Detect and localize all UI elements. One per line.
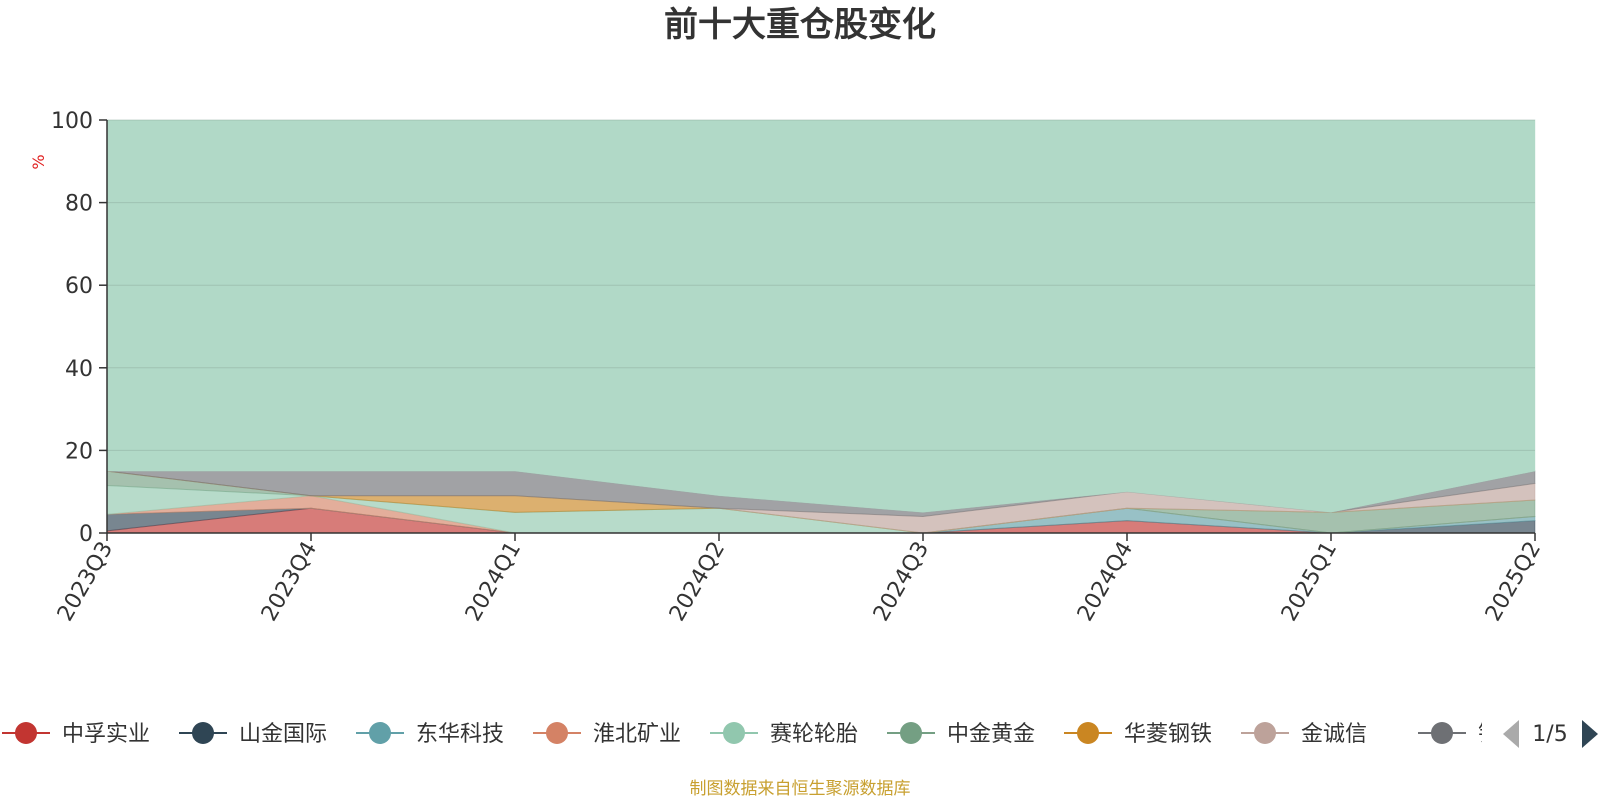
x-tick-label: 2024Q1 (461, 538, 526, 626)
grid-lines (107, 119, 1535, 451)
y-axis-label: % (29, 154, 48, 169)
legend-marker-icon (369, 722, 391, 744)
y-tick-label: 80 (65, 192, 93, 217)
legend-label: 金诚信 (1301, 722, 1367, 747)
legend-marker-icon (192, 722, 214, 744)
legend-item[interactable]: 赛轮轮胎 (710, 722, 858, 747)
y-tick-label: 20 (65, 439, 93, 464)
x-tick-label: 2024Q4 (1073, 538, 1138, 626)
source-note: 制图数据来自恒生聚源数据库 (690, 779, 911, 799)
legend-label: 锡业股份 (1478, 722, 1566, 747)
legend-label: 赛轮轮胎 (770, 722, 858, 747)
plot-area (106, 119, 1536, 534)
legend-marker-icon (546, 722, 568, 744)
y-tick-label: 100 (51, 109, 93, 134)
legend-item[interactable]: 山金国际 (179, 722, 327, 747)
legend-item[interactable]: 金诚信 (1241, 722, 1367, 747)
legend-item[interactable]: 华菱钢铁 (1064, 722, 1212, 747)
area-series-8 (106, 470, 1536, 518)
legend-marker-icon (1431, 722, 1453, 744)
y-tick-label: 0 (79, 522, 93, 547)
legend-item[interactable]: 中金黄金 (887, 722, 1035, 747)
legend-label: 淮北矿业 (593, 722, 681, 747)
legend-item[interactable]: 淮北矿业 (533, 722, 681, 747)
legend-item[interactable]: 锡业股份 (1418, 722, 1566, 747)
legend-item[interactable]: 中孚实业 (2, 722, 150, 747)
chart-title: 前十大重仓股变化 (664, 5, 936, 45)
x-tick-label: 2023Q3 (53, 538, 118, 626)
x-tick-label: 2023Q4 (257, 538, 322, 626)
x-tick-label: 2025Q1 (1277, 538, 1342, 626)
legend-next-icon[interactable] (1582, 720, 1598, 748)
legend-marker-icon (1254, 722, 1276, 744)
legend-label: 中孚实业 (62, 722, 150, 747)
legend-marker-icon (900, 722, 922, 744)
legend-marker-icon (723, 722, 745, 744)
y-tick-label: 40 (65, 357, 93, 382)
x-tick-label: 2025Q2 (1481, 538, 1546, 626)
legend-label: 东华科技 (416, 722, 504, 747)
x-tick-label: 2024Q3 (869, 538, 934, 626)
legend-marker-icon (15, 722, 37, 744)
legend-items: 中孚实业 山金国际 东华科技 淮北矿业 赛轮轮胎 中金黄金 华菱钢铁 金诚信 锡业股份 (2, 722, 1566, 747)
legend-label: 山金国际 (239, 722, 327, 747)
legend-label: 中金黄金 (947, 722, 1035, 747)
legend-prev-icon[interactable] (1503, 720, 1519, 748)
x-tick-label: 2024Q2 (665, 538, 730, 626)
area-series-9 (106, 119, 1536, 513)
legend-marker-icon (1077, 722, 1099, 744)
legend-item[interactable]: 东华科技 (356, 722, 504, 747)
legend-page-indicator: 1/5 (1532, 722, 1567, 747)
y-tick-label: 60 (65, 274, 93, 299)
legend-label: 华菱钢铁 (1124, 722, 1212, 747)
